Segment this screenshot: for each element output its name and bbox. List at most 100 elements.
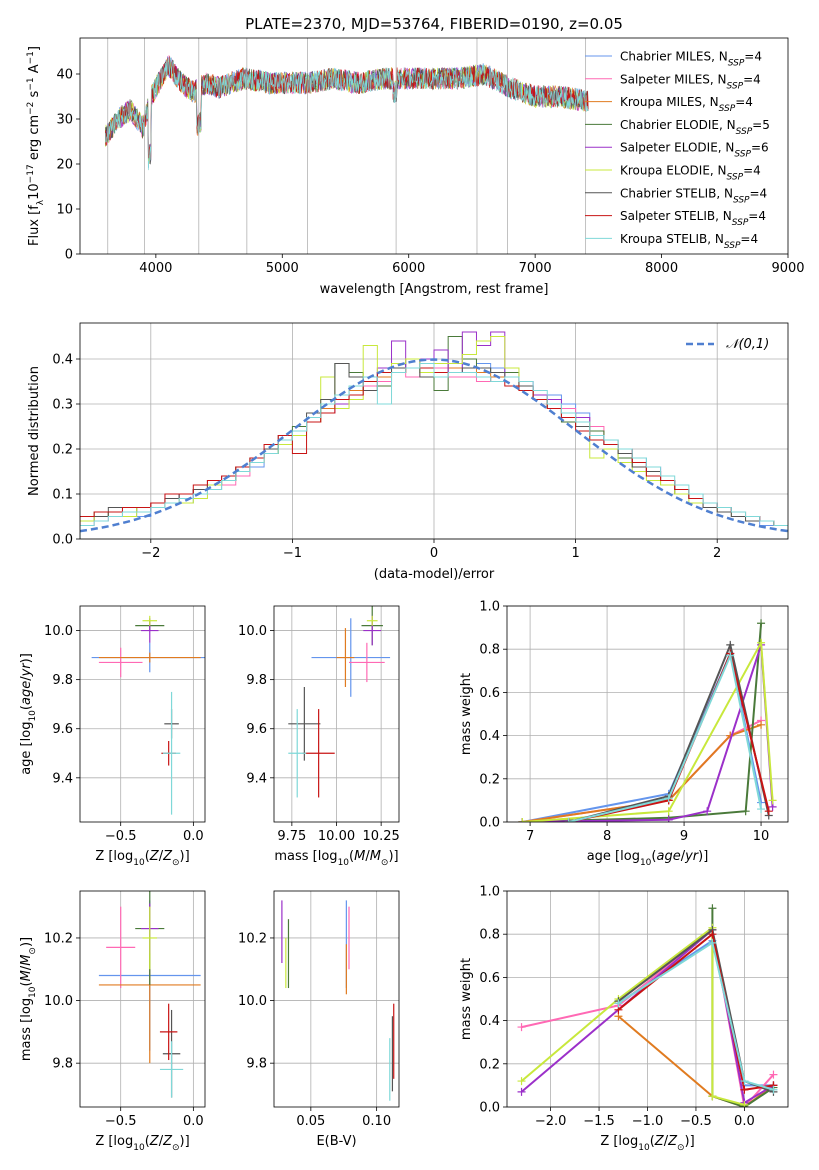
x-tick-label: −2 [141,546,160,561]
y-tick-label: 9.8 [52,673,73,688]
y-axis-label: age [log10(age/yr)] [19,653,38,775]
legend-label: 𝒩(0,1) [726,337,769,352]
y-tick-label: 10.0 [238,624,267,639]
x-tick-label: 2 [713,546,721,561]
axes-mass-weight-vs-age: 7 8 9 10 0.0 0.2 0.4 0.6 0.8 1.0 age [log10(age/yr… [459,600,789,868]
plot-area [517,904,778,1107]
mass-weight-series-line [617,941,774,1091]
y-tick-label: 10.0 [238,994,267,1009]
y-tick-label: 0.0 [479,816,500,831]
x-tick-label: −1.5 [583,1114,615,1129]
normal-curve [80,358,788,533]
mass-weight-series-line [520,925,745,1106]
mass-weight-series-line [617,928,774,1093]
y-tick-label: 0.2 [52,443,73,458]
x-tick-label: 9000 [771,261,804,276]
axes-mass-vs-Z: −0.5 0.0 9.8 10.0 10.2 Z [log10(Z/Z⊙)] mass [l… [19,890,206,1153]
x-axis-label: mass [log10(M/M⊙)] [274,849,398,868]
y-tick-label: 10.0 [44,994,73,1009]
legend-label: Chabrier MILES, NSSP=4 [620,50,762,69]
axes-frame [273,605,400,823]
mass-weight-marker [726,651,735,660]
axes-mass-vs-EBV: 0.05 0.10 9.8 10.0 10.2 E(B-V) [238,890,400,1149]
y-tick-label: 0.1 [52,488,73,503]
x-tick-label: 0.10 [362,1114,391,1129]
x-axis-label: age [log10(age/yr)] [587,849,709,868]
axes-age-vs-Z: −0.5 0.0 9.4 9.6 9.8 10.0 Z [log10(Z/Z⊙)] age [… [19,605,206,868]
y-tick-label: 9.8 [246,1057,267,1072]
x-tick-label: −1 [283,546,302,561]
legend-label: Kroupa ELODIE, NSSP=4 [620,164,761,183]
axes-frame [506,890,789,1108]
spectrum-y-label: Flux [fλ10−17 erg cm−2 s−1 A−1] [26,46,46,246]
y-tick-label: 10.2 [44,931,73,946]
axes-frame [79,605,206,823]
y-tick-label: 40 [56,68,73,83]
y-tick-label: 0.2 [479,1057,500,1072]
mass-weight-marker [726,640,735,649]
axes-frame [273,890,400,1108]
x-tick-label: 8000 [645,261,678,276]
mass-weight-marker [708,938,717,947]
axes-age-vs-mass: 9.75 10.00 10.25 9.4 9.6 9.8 10.0 mass [log10(M… [238,605,400,868]
mass-weight-marker [517,1077,526,1086]
mass-weight-marker [757,805,766,814]
y-tick-label: 9.4 [246,771,267,786]
histogram-x-label: (data-model)/error [374,567,495,582]
x-axis-label: E(B-V) [316,1134,356,1149]
plot-area [518,619,777,822]
y-tick-label: 9.8 [52,1057,73,1072]
y-tick-label: 0.6 [479,686,500,701]
y-tick-label: 9.6 [246,722,267,737]
x-tick-label: 1 [571,546,579,561]
mass-weight-marker [564,818,573,822]
y-tick-label: 0.2 [479,772,500,787]
y-tick-label: 9.6 [52,722,73,737]
y-tick-label: 30 [56,113,73,128]
legend-label: Kroupa MILES, NSSP=4 [620,95,753,114]
x-tick-label: 0.05 [296,1114,325,1129]
y-tick-label: 0.0 [52,533,73,548]
y-tick-label: 10.0 [44,624,73,639]
mass-weight-marker [740,1077,749,1086]
legend-label: Chabrier ELODIE, NSSP=5 [620,118,770,137]
x-tick-label: 5000 [266,261,299,276]
y-axis-label: mass weight [459,958,474,1040]
axes-spectrum: 4000 5000 6000 7000 8000 9000 0 10 20 30 40 PLATE=2… [26,15,805,297]
plot-area [288,606,391,798]
x-tick-label: −0.5 [680,1114,712,1129]
mass-weight-marker [764,807,773,816]
x-axis-label: Z [log10(Z/Z⊙)] [95,1134,189,1153]
x-tick-label: 8 [603,829,611,844]
x-tick-label: 10.25 [363,829,400,844]
x-tick-label: 9 [680,829,688,844]
x-axis-label: Z [log10(Z/Z⊙)] [95,849,189,868]
x-tick-label: 0.0 [183,829,204,844]
axes-frame [79,890,206,1108]
y-tick-label: 0.4 [479,729,500,744]
mass-weight-marker [740,1085,749,1094]
mass-weight-marker [740,1100,749,1107]
mass-weight-marker [614,999,623,1008]
axes-mass-weight-vs-Z: −2.0 −1.5 −1.0 −0.5 0.0 0.0 0.2 0.4 0.6 0.8 1.0 Z [… [459,885,789,1153]
y-tick-label: 0 [65,248,73,263]
x-tick-label: 7000 [519,261,552,276]
x-tick-label: 0.0 [734,1114,755,1129]
y-axis-label: mass weight [459,673,474,755]
spectrum-title: PLATE=2370, MJD=53764, FIBERID=0190, z=0… [245,15,623,33]
mass-weight-marker [768,796,777,805]
plot-area [281,900,395,1101]
mass-weight-series-line [522,623,763,822]
legend-label: Kroupa STELIB, NSSP=4 [620,232,758,251]
x-tick-label: 9.75 [277,829,306,844]
x-tick-label: −1.0 [632,1114,664,1129]
x-tick-label: 4000 [139,261,172,276]
mass-weight-marker [664,807,673,816]
x-tick-label: 10 [753,829,770,844]
y-axis-label: mass [log10(M/M⊙)] [19,937,38,1061]
x-tick-label: 7 [526,829,534,844]
mass-weight-marker [757,619,766,628]
mass-weight-marker [664,794,673,803]
x-axis-label: Z [log10(Z/Z⊙)] [600,1134,694,1153]
